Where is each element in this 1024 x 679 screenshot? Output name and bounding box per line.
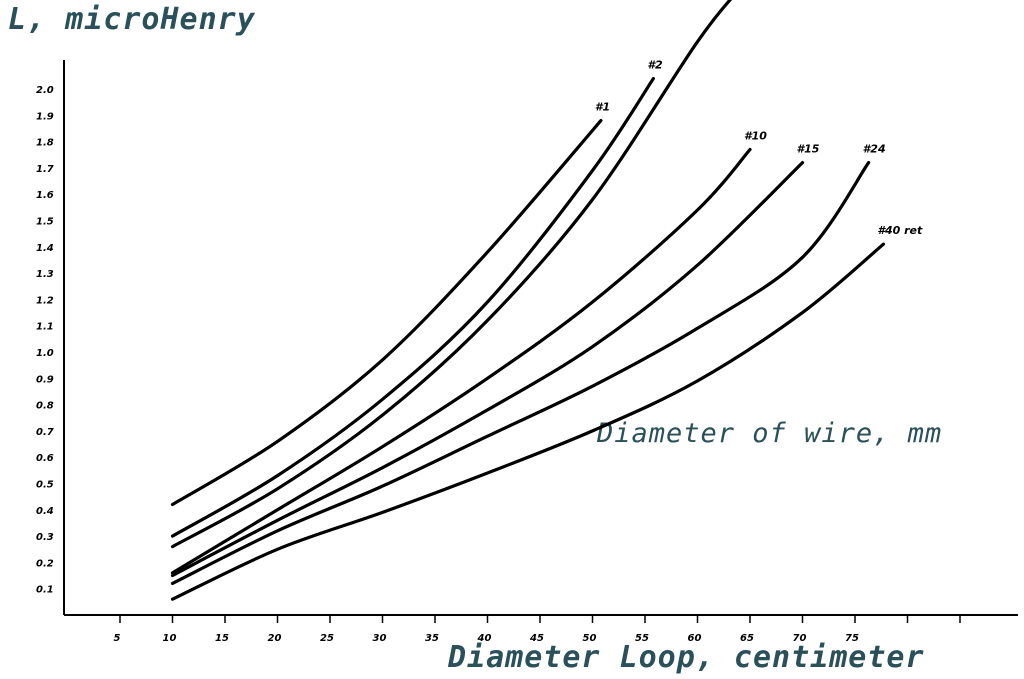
y-tick-label: 2.0 xyxy=(36,85,54,96)
y-tick-label: 1.7 xyxy=(36,164,54,175)
y-tick-label: 0.6 xyxy=(36,453,54,464)
x-tick-label: 45 xyxy=(529,633,544,644)
x-tick-label: 30 xyxy=(373,633,387,644)
series-label: #40 ret xyxy=(877,224,923,237)
x-tick-label: 35 xyxy=(425,633,439,644)
y-ticks: 0.1 0.2 0.3 0.4 0.5 0.6 0.7 0.8 0.9 1.0 1.1 1.2 1.3 1… xyxy=(36,85,54,596)
x-tick-label: 25 xyxy=(320,633,334,644)
series-label: #15 xyxy=(797,143,820,156)
x-tick-label: 15 xyxy=(215,633,229,644)
y-tick-label: 0.1 xyxy=(36,585,54,596)
x-tick-label: 20 xyxy=(268,633,282,644)
x-ticks: 5 10 15 20 25 30 35 40 45 50 55 60 65 70 75 xyxy=(114,615,961,644)
y-tick-label: 1.3 xyxy=(36,269,54,280)
y-tick-label: 0.8 xyxy=(36,401,54,412)
x-tick-label: 10 xyxy=(163,633,177,644)
series-line xyxy=(170,119,603,507)
y-tick-label: 1.2 xyxy=(36,295,54,306)
x-tick-label: 75 xyxy=(845,633,859,644)
y-tick-label: 0.3 xyxy=(36,532,54,543)
y-tick-label: 1.9 xyxy=(36,111,54,122)
axes xyxy=(63,60,1018,616)
y-tick-label: 0.4 xyxy=(36,506,54,517)
x-tick-label: 40 xyxy=(477,633,492,644)
y-tick-label: 0.5 xyxy=(36,480,54,491)
y-tick-label: 0.9 xyxy=(36,374,54,385)
x-tick-label: 50 xyxy=(583,633,597,644)
y-tick-label: 1.4 xyxy=(36,243,54,254)
y-tick-label: 1.6 xyxy=(36,190,54,201)
y-tick-label: 1.8 xyxy=(36,138,54,149)
series-line xyxy=(170,161,805,578)
y-tick-label: 0.7 xyxy=(36,427,54,438)
x-tick-label: 5 xyxy=(114,633,121,644)
y-tick-label: 0.2 xyxy=(36,558,54,569)
series-label: #1 xyxy=(595,101,610,114)
wire-diameter-annotation: Diameter of wire, mm xyxy=(597,418,943,449)
series-line xyxy=(170,76,655,538)
series-line xyxy=(170,161,871,585)
series-group: #1#2#5#10#15#24#40 ret xyxy=(170,0,923,601)
x-tick-label: 55 xyxy=(635,633,649,644)
series-line xyxy=(170,147,752,575)
series-label: #10 xyxy=(744,129,767,142)
x-tick-label: 65 xyxy=(740,633,754,644)
x-tick-label: 70 xyxy=(793,633,807,644)
series-label: #2 xyxy=(647,58,663,71)
y-axis-title: L, microHenry xyxy=(8,2,256,37)
x-axis-title: Diameter Loop, centimeter xyxy=(448,640,925,675)
series-line xyxy=(170,242,885,601)
y-tick-label: 1.1 xyxy=(36,322,54,333)
series-label: #24 xyxy=(863,143,886,156)
y-tick-label: 1.5 xyxy=(36,217,54,228)
y-tick-label: 1.0 xyxy=(36,348,54,359)
x-tick-label: 60 xyxy=(688,633,702,644)
series-line xyxy=(170,0,733,549)
